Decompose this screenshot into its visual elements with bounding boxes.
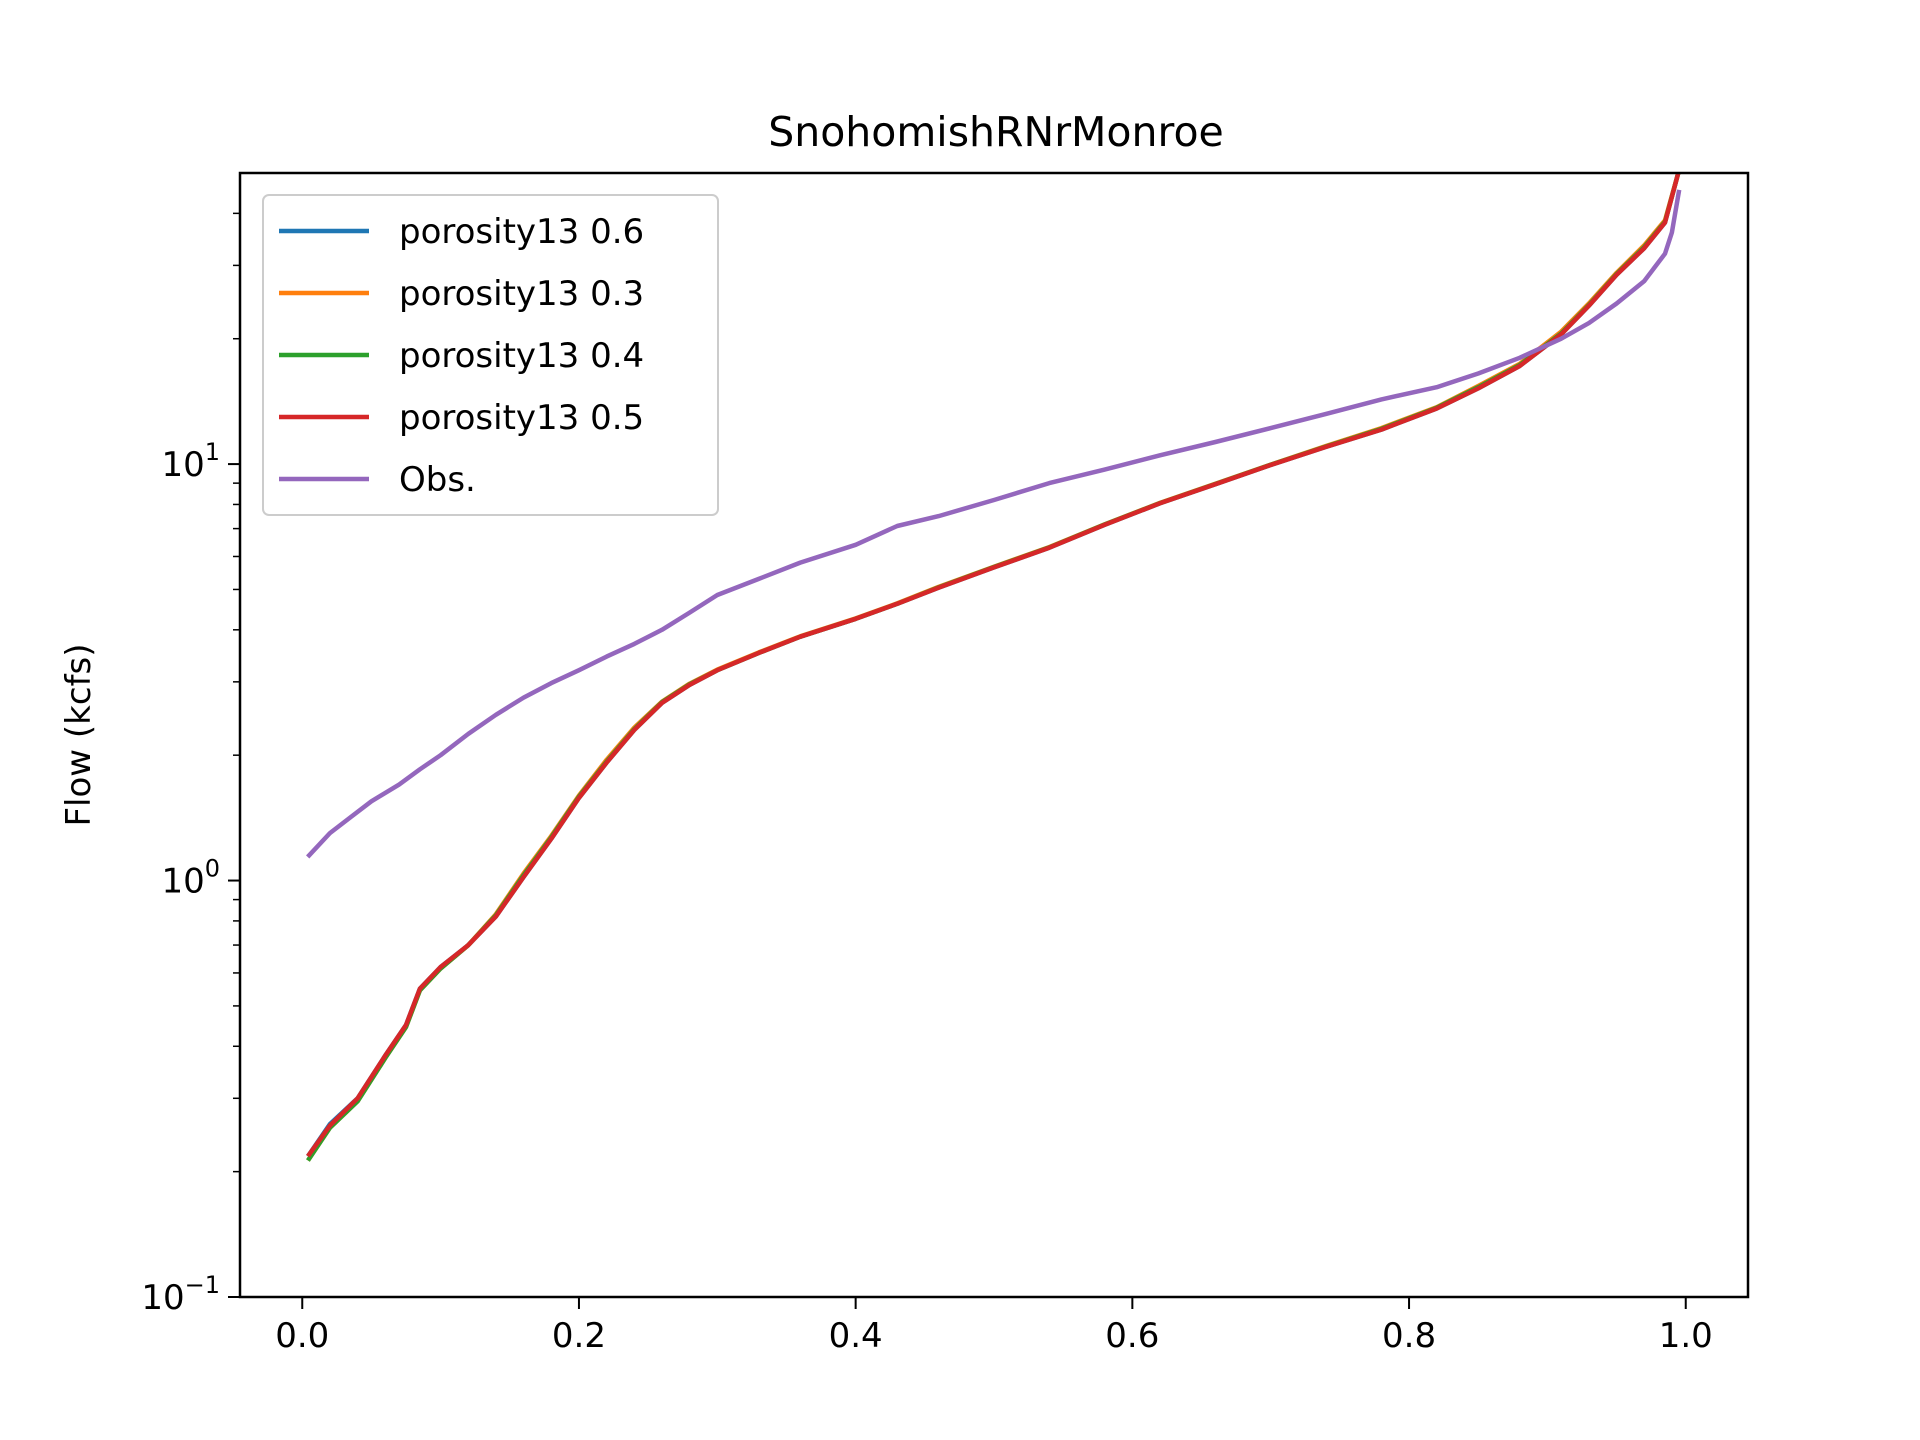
legend-label: porosity13 0.3 — [399, 274, 644, 314]
series-line-4 — [306, 189, 1682, 859]
legend: porosity13 0.6 porosity13 0.3 porosity13 0… — [262, 194, 719, 516]
legend-label: Obs. — [399, 460, 476, 500]
y-axis: 10−1 100 101 — [141, 212, 240, 1318]
x-tick-label: 0.4 — [829, 1316, 883, 1356]
series-line-3 — [306, 173, 1681, 1158]
y-tick-label: 10−1 — [141, 1271, 220, 1318]
legend-box — [262, 194, 719, 516]
legend-label: porosity13 0.5 — [399, 398, 644, 438]
x-tick-label: 0.6 — [1105, 1316, 1159, 1356]
y-tick-label: 101 — [161, 438, 220, 485]
series-layer — [306, 173, 1682, 1162]
x-axis: 0.0 0.2 0.4 0.6 0.8 1.0 — [275, 1297, 1713, 1356]
x-tick-label: 1.0 — [1659, 1316, 1713, 1356]
plot-area-frame — [238, 171, 1750, 1299]
y-tick-label: 100 — [161, 855, 220, 902]
x-tick-label: 0.0 — [275, 1316, 329, 1356]
x-tick-label: 0.2 — [552, 1316, 606, 1356]
legend-label: porosity13 0.4 — [399, 336, 644, 376]
chart-title: SnohomishRNrMonroe — [768, 108, 1224, 156]
x-tick-label: 0.8 — [1382, 1316, 1436, 1356]
legend-label: porosity13 0.6 — [399, 212, 644, 252]
y-axis-label: Flow (kcfs) — [59, 643, 99, 826]
